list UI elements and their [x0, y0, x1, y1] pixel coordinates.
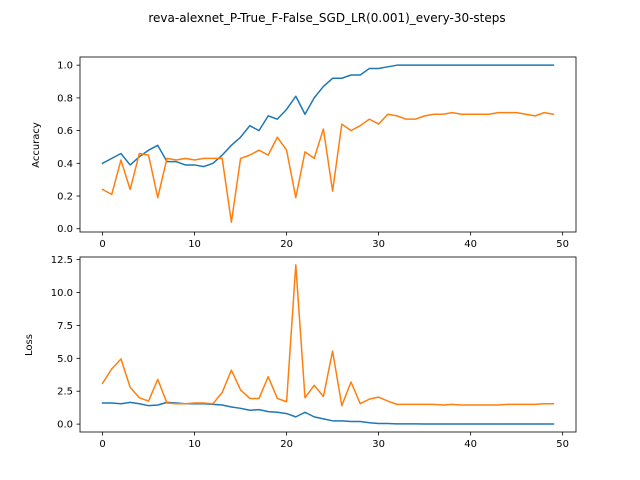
loss-xtick-label: 30	[372, 439, 385, 450]
accuracy-xtick-label: 30	[372, 239, 385, 250]
accuracy-xtick-label: 0	[99, 239, 105, 250]
accuracy-ytick-label: 1.0	[57, 61, 73, 72]
loss-ytick-label: 10.0	[51, 288, 73, 299]
loss-ytick-label: 7.5	[57, 321, 73, 332]
accuracy-series-1-line	[101, 64, 555, 168]
loss-xtick-label: 0	[99, 439, 105, 450]
accuracy-ytick-label: 0.4	[57, 159, 73, 170]
loss-ticks: 0 10 20 30 40 50 0.0 2.5 5.0 7.5 10.0 12.5	[51, 255, 577, 450]
loss-ytick-label: 12.5	[51, 255, 73, 266]
accuracy-xtick-label: 40	[464, 239, 477, 250]
loss-xtick-label: 10	[188, 439, 201, 450]
loss-ytick-label: 5.0	[57, 354, 73, 365]
loss-lines	[101, 264, 555, 425]
accuracy-ticks: 0 10 20 30 40 50 0.0 0.2 0.4 0.6 0.8 1.0	[57, 56, 577, 250]
accuracy-ytick-label: 0.8	[57, 93, 73, 104]
accuracy-xtick-label: 20	[280, 239, 293, 250]
accuracy-ylabel: Accuracy	[31, 122, 42, 168]
accuracy-panel: 0 10 20 30 40 50 0.0 0.2 0.4 0.6 0.8 1.0 Accuracy	[31, 56, 577, 250]
figure-title: reva-alexnet_P-True_F-False_SGD_LR(0.001…	[148, 11, 505, 25]
loss-ylabel: Loss	[24, 334, 35, 356]
accuracy-xtick-label: 50	[556, 239, 569, 250]
accuracy-xtick-label: 10	[188, 239, 201, 250]
loss-ytick-label: 0.0	[57, 420, 73, 431]
loss-ytick-label: 2.5	[57, 387, 73, 398]
loss-xtick-label: 20	[280, 439, 293, 450]
accuracy-axes-frame	[79, 56, 577, 233]
accuracy-ytick-label: 0.2	[57, 192, 73, 203]
accuracy-ytick-label: 0.0	[57, 224, 73, 235]
accuracy-ytick-label: 0.6	[57, 126, 73, 137]
loss-xtick-label: 50	[556, 439, 569, 450]
accuracy-series-2-line	[101, 111, 555, 223]
loss-panel: 0 10 20 30 40 50 0.0 2.5 5.0 7.5 10.0 12.5 Loss	[24, 255, 577, 450]
accuracy-lines	[101, 64, 555, 223]
loss-axes-frame	[79, 256, 577, 433]
loss-xtick-label: 40	[464, 439, 477, 450]
loss-series-2-line	[101, 264, 555, 407]
